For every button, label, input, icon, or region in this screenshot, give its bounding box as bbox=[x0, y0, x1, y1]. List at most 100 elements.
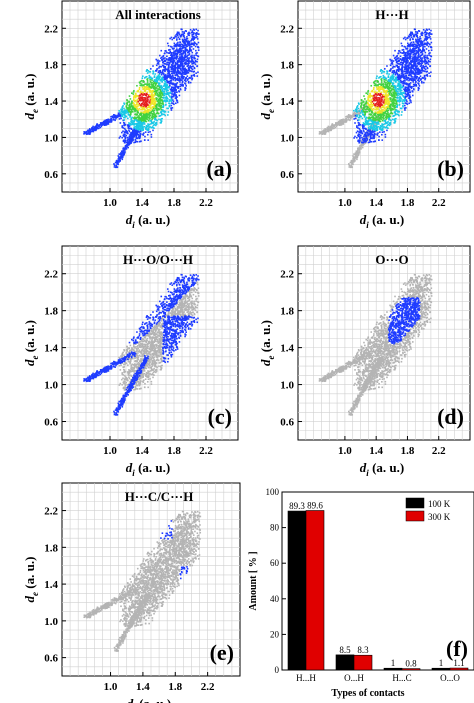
point bbox=[405, 83, 408, 86]
point bbox=[415, 80, 417, 83]
point bbox=[400, 76, 402, 79]
point bbox=[405, 86, 408, 89]
point bbox=[149, 117, 151, 120]
point bbox=[416, 65, 419, 67]
point bbox=[137, 103, 139, 106]
point bbox=[429, 58, 432, 61]
point bbox=[185, 38, 187, 41]
point bbox=[388, 101, 390, 104]
point bbox=[195, 28, 198, 31]
point bbox=[162, 87, 165, 90]
point bbox=[154, 117, 157, 120]
point bbox=[163, 52, 166, 55]
point-gray bbox=[374, 123, 377, 125]
point bbox=[135, 114, 137, 116]
point bbox=[368, 99, 371, 102]
point bbox=[122, 140, 125, 143]
point bbox=[164, 86, 167, 89]
point bbox=[408, 102, 411, 105]
point bbox=[376, 98, 378, 100]
point bbox=[174, 90, 176, 92]
point bbox=[401, 64, 404, 67]
point bbox=[156, 111, 159, 114]
point bbox=[197, 71, 199, 74]
point-gray bbox=[349, 117, 352, 120]
point bbox=[169, 81, 172, 84]
point bbox=[142, 100, 145, 102]
point bbox=[424, 68, 427, 71]
point bbox=[404, 68, 406, 71]
point bbox=[393, 69, 395, 72]
point bbox=[384, 111, 386, 114]
point bbox=[373, 86, 375, 89]
point bbox=[423, 55, 425, 58]
point bbox=[146, 86, 149, 89]
point bbox=[132, 139, 134, 141]
point bbox=[187, 62, 190, 64]
point-gray bbox=[351, 166, 354, 168]
point-gray bbox=[324, 130, 326, 132]
point bbox=[428, 32, 431, 35]
point bbox=[189, 43, 191, 46]
point bbox=[142, 101, 145, 103]
point-gray bbox=[357, 110, 359, 113]
point bbox=[398, 50, 400, 52]
point bbox=[420, 51, 422, 54]
point bbox=[187, 66, 190, 69]
point bbox=[426, 57, 428, 60]
point bbox=[412, 44, 415, 46]
point bbox=[104, 119, 106, 122]
point bbox=[163, 110, 165, 112]
point bbox=[159, 102, 161, 104]
point bbox=[388, 87, 391, 89]
point bbox=[188, 34, 190, 37]
point bbox=[398, 82, 401, 84]
point bbox=[417, 56, 420, 59]
point bbox=[124, 151, 126, 154]
point bbox=[122, 154, 125, 157]
point bbox=[407, 42, 409, 45]
point bbox=[181, 38, 184, 41]
point bbox=[184, 54, 186, 57]
point bbox=[414, 81, 417, 84]
point bbox=[372, 81, 375, 84]
point bbox=[157, 63, 160, 65]
point bbox=[424, 62, 427, 65]
point bbox=[175, 72, 178, 75]
point bbox=[195, 36, 197, 39]
point bbox=[357, 124, 360, 127]
point bbox=[136, 123, 139, 125]
point bbox=[151, 116, 153, 119]
point bbox=[406, 87, 409, 90]
point bbox=[174, 68, 176, 71]
point bbox=[394, 114, 397, 116]
point bbox=[124, 109, 126, 111]
point bbox=[396, 57, 399, 60]
point bbox=[423, 66, 425, 68]
point bbox=[378, 90, 381, 93]
point bbox=[123, 113, 126, 115]
point bbox=[125, 134, 128, 137]
point bbox=[416, 44, 419, 47]
point bbox=[425, 62, 428, 64]
point bbox=[135, 105, 138, 108]
point bbox=[158, 73, 161, 76]
point bbox=[393, 84, 396, 87]
point bbox=[158, 118, 160, 121]
point bbox=[160, 84, 162, 87]
point bbox=[196, 38, 199, 40]
point bbox=[382, 95, 384, 98]
point bbox=[121, 108, 124, 111]
point bbox=[134, 128, 137, 130]
point bbox=[128, 95, 131, 97]
point bbox=[172, 100, 175, 103]
point bbox=[162, 103, 164, 105]
point bbox=[166, 91, 169, 94]
point bbox=[167, 89, 169, 92]
point bbox=[180, 33, 183, 36]
point bbox=[386, 80, 389, 83]
point bbox=[178, 78, 181, 80]
point bbox=[122, 139, 125, 142]
point bbox=[147, 111, 149, 114]
point bbox=[378, 97, 381, 100]
